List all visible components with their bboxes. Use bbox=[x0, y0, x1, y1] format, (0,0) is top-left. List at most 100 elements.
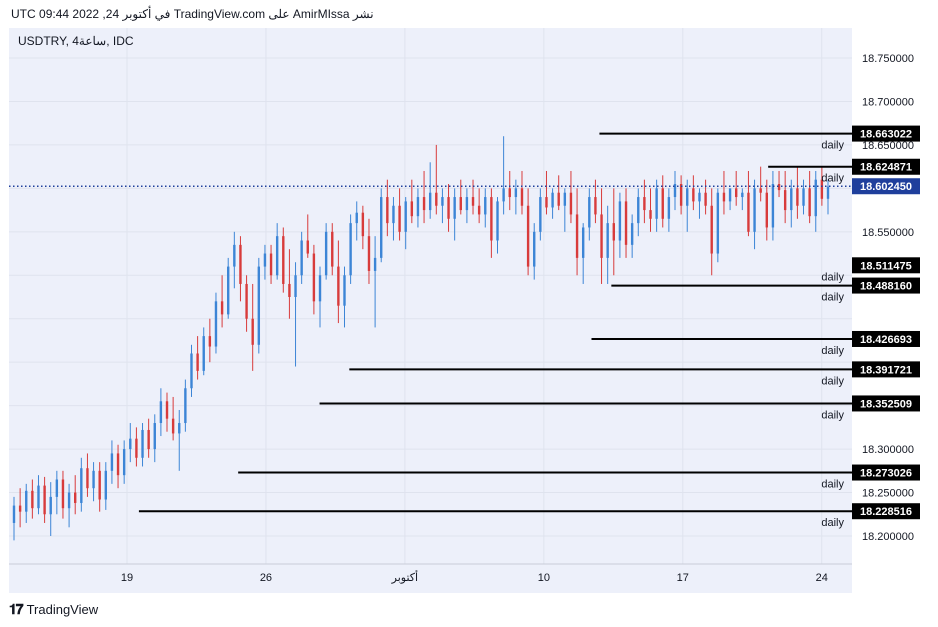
candle-body bbox=[661, 188, 664, 219]
candle-body bbox=[171, 418, 175, 434]
tradingview-logo[interactable]: 𝟏𝟕 TradingView bbox=[9, 601, 98, 618]
symbol-title[interactable]: USDTRY, 4ساعة, IDC bbox=[18, 34, 134, 48]
x-tick-label: أكتوبر bbox=[391, 570, 418, 584]
candle-body bbox=[196, 353, 199, 371]
candle-body bbox=[686, 188, 689, 206]
candle-body bbox=[80, 468, 83, 503]
candle-body bbox=[808, 188, 811, 217]
price-scale[interactable] bbox=[852, 28, 938, 593]
candle-body bbox=[520, 188, 524, 206]
candle-body bbox=[288, 283, 291, 297]
y-tick-label: 18.300000 bbox=[862, 444, 914, 456]
candle-body bbox=[649, 210, 652, 219]
candle-body bbox=[306, 240, 309, 254]
candle-body bbox=[349, 223, 352, 276]
candle-body bbox=[539, 197, 542, 232]
candle-body bbox=[282, 236, 285, 284]
candle-body bbox=[557, 192, 560, 206]
level-price-label-bg bbox=[852, 330, 920, 347]
candle-body bbox=[324, 231, 328, 276]
candle-body bbox=[453, 197, 456, 219]
x-tick-label: 19 bbox=[121, 572, 133, 584]
candle-body bbox=[459, 197, 462, 211]
candle-body bbox=[759, 188, 762, 193]
candle-body bbox=[741, 192, 744, 198]
level-price-label: 18.352509 bbox=[860, 398, 912, 410]
candle-body bbox=[563, 192, 567, 206]
x-tick-label: 17 bbox=[677, 572, 689, 584]
candle-body bbox=[257, 266, 261, 345]
level-tag: daily bbox=[821, 271, 844, 283]
candle-body bbox=[484, 197, 487, 215]
candle-body bbox=[86, 468, 89, 489]
candle-body bbox=[373, 257, 377, 271]
candle-body bbox=[630, 223, 634, 245]
candle-body bbox=[722, 192, 726, 202]
candle-body bbox=[61, 479, 65, 509]
candle-body bbox=[92, 470, 95, 489]
candle-body bbox=[820, 179, 824, 199]
candle-body bbox=[790, 188, 793, 211]
current-price-label-bg bbox=[852, 178, 920, 195]
level-tag: daily bbox=[821, 140, 844, 152]
candle-body bbox=[667, 197, 671, 219]
candle-body bbox=[777, 184, 781, 191]
candle-body bbox=[294, 275, 297, 297]
candle-body bbox=[581, 227, 585, 258]
candle-body bbox=[220, 301, 224, 315]
candle-body bbox=[728, 188, 732, 202]
candle-body bbox=[367, 236, 371, 271]
candle-body bbox=[422, 197, 426, 211]
level-price-label: 18.273026 bbox=[860, 468, 912, 480]
y-tick-label: 18.200000 bbox=[862, 531, 914, 543]
candle-body bbox=[465, 197, 469, 211]
candle-body bbox=[190, 353, 193, 389]
candle-body bbox=[814, 179, 817, 217]
candle-body bbox=[141, 429, 144, 458]
candle-body bbox=[514, 188, 518, 198]
candle-body bbox=[312, 253, 316, 302]
candle-body bbox=[508, 188, 511, 198]
level-price-label: 18.488160 bbox=[860, 281, 912, 293]
x-tick-label: 24 bbox=[816, 572, 828, 584]
candle-body bbox=[594, 197, 597, 215]
candle-body bbox=[428, 192, 432, 211]
candle-body bbox=[673, 184, 677, 198]
candle-body bbox=[355, 212, 358, 224]
level-price-label: 18.624871 bbox=[860, 162, 912, 174]
candle-body bbox=[692, 188, 695, 202]
candle-body bbox=[606, 223, 609, 258]
level-tag: daily bbox=[821, 375, 844, 387]
candle-body bbox=[337, 266, 340, 306]
candle-body bbox=[43, 485, 46, 515]
candle-body bbox=[361, 212, 365, 237]
candle-body bbox=[300, 240, 303, 276]
level-price-label-bg bbox=[852, 257, 920, 274]
level-tag: daily bbox=[821, 345, 844, 357]
candle-body bbox=[129, 438, 132, 450]
level-price-label: 18.426693 bbox=[860, 334, 912, 346]
candle-body bbox=[392, 205, 395, 224]
candle-body bbox=[380, 197, 383, 258]
candle-body bbox=[533, 231, 536, 267]
candle-body bbox=[318, 275, 322, 302]
candle-body bbox=[386, 197, 389, 224]
candle-body bbox=[67, 492, 71, 509]
candle-body bbox=[679, 184, 683, 206]
level-tag: daily bbox=[821, 173, 844, 185]
level-price-label: 18.663022 bbox=[860, 129, 912, 141]
candle-body bbox=[147, 429, 150, 450]
candle-body bbox=[551, 192, 554, 208]
plot-area[interactable] bbox=[9, 28, 852, 593]
x-tick-label: 26 bbox=[260, 572, 272, 584]
level-price-label-bg bbox=[852, 361, 920, 378]
current-price-label: 18.602450 bbox=[860, 181, 912, 193]
candle-body bbox=[153, 423, 156, 450]
candle-body bbox=[416, 197, 420, 217]
y-tick-label: 18.250000 bbox=[862, 488, 914, 500]
candle-body bbox=[239, 244, 242, 284]
candle-body bbox=[796, 188, 799, 206]
level-tag: daily bbox=[821, 479, 844, 491]
candle-body bbox=[122, 449, 126, 476]
